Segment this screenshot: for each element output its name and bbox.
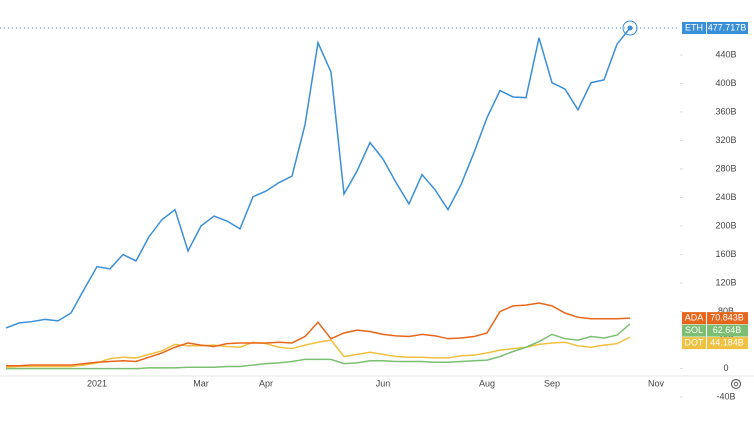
y-tick-label: 120B [715, 277, 736, 287]
legend-name-box [682, 312, 706, 325]
x-tick-label: Sep [544, 378, 560, 388]
x-tick-label: Mar [193, 378, 209, 388]
value-label: 477.717B [708, 22, 747, 32]
x-tick-label: Apr [259, 378, 273, 388]
series-line [5, 27, 631, 329]
y-tick-label: 0 [723, 363, 728, 373]
legend-name: ETH [685, 22, 703, 32]
x-tick-label: 2021 [87, 378, 107, 388]
legend-name-box [682, 337, 706, 350]
legend-name-box [682, 22, 706, 35]
y-tick-label: 200B [715, 220, 736, 230]
y-tick-label: -40B [716, 392, 735, 402]
x-tick-label: Jun [376, 378, 391, 388]
y-tick-label: 240B [715, 192, 736, 202]
y-tick-label: 440B [715, 49, 736, 59]
y-tick-label: 160B [715, 249, 736, 259]
last-point-halo [622, 20, 638, 36]
settings-icon[interactable] [730, 378, 742, 390]
value-label: 44.184B [710, 337, 744, 347]
value-label-box [707, 337, 748, 350]
y-tick-label: 280B [715, 163, 736, 173]
legend-name: DOT [685, 337, 705, 347]
x-tick-label: Aug [479, 378, 495, 388]
series-line [6, 302, 631, 367]
value-label-box [707, 22, 748, 35]
y-tick-label: 80B [718, 306, 734, 316]
last-point [627, 25, 633, 31]
value-label-box [707, 312, 748, 325]
series-line [6, 323, 631, 370]
legend-name: ADA [685, 312, 704, 322]
y-tick-label: 320B [715, 135, 736, 145]
value-label: 62.64B [713, 325, 742, 335]
y-tick-label: 400B [715, 78, 736, 88]
legend-name-box [682, 324, 706, 337]
value-label: 70.843B [710, 312, 744, 322]
x-tick-label: Nov [648, 378, 665, 388]
value-label-box [707, 324, 748, 337]
legend-name: SOL [685, 325, 703, 335]
y-tick-label: 360B [715, 106, 736, 116]
